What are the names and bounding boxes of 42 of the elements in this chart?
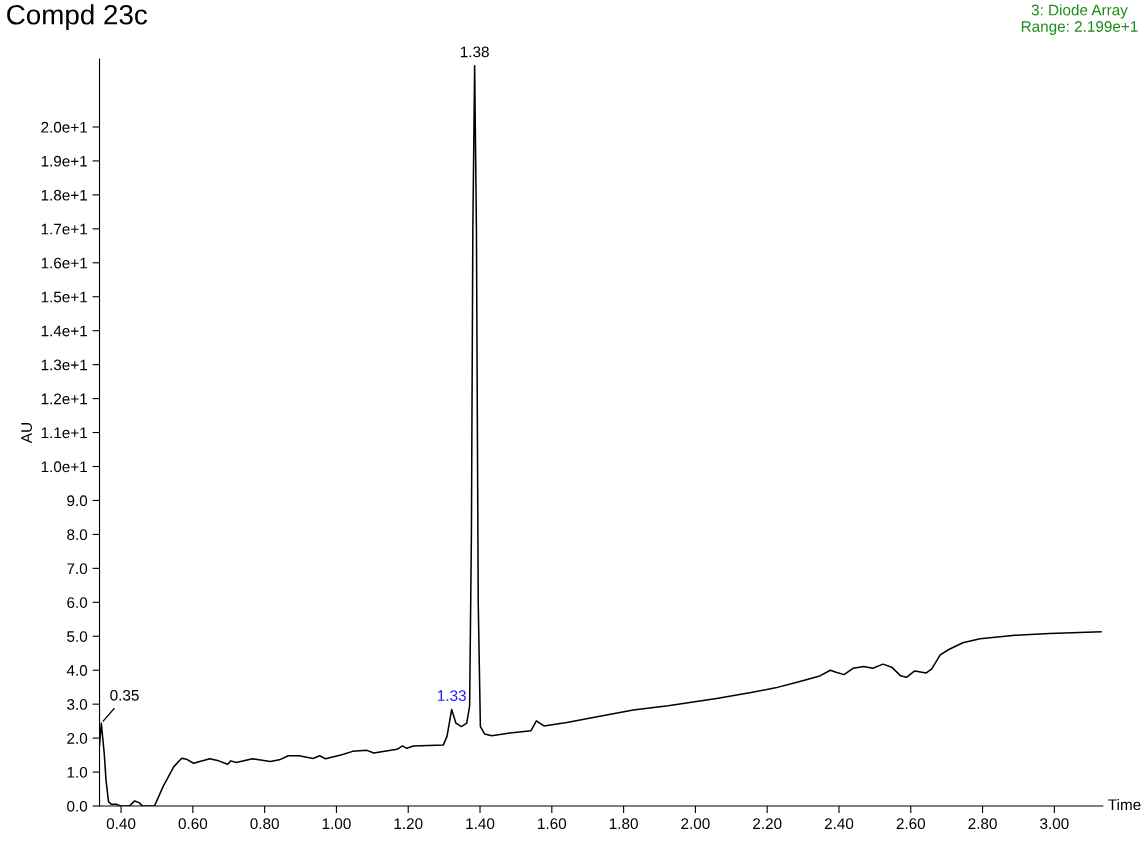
y-tick-label: 1.8e+1 (41, 189, 87, 201)
x-tick-label: 1.20 (394, 818, 423, 830)
chart-title: Compd 23c (7, 4, 148, 31)
y-tick-label: 1.3e+1 (41, 359, 87, 371)
x-tick-label: 0.80 (250, 818, 279, 830)
y-tick-label: 1.0e+1 (41, 461, 87, 473)
y-tick-label: 1.4e+1 (41, 325, 87, 337)
y-axis-title: AU (21, 423, 32, 444)
y-tick-label: 1.9e+1 (41, 155, 87, 167)
x-tick-label: 1.80 (609, 818, 638, 830)
y-tick-label: 1.2e+1 (41, 393, 87, 405)
x-tick-label: 2.20 (753, 818, 782, 830)
y-tick-label: 1.7e+1 (41, 223, 87, 235)
annotation: 1.33 (437, 690, 466, 702)
y-tick-label: 1.1e+1 (41, 427, 87, 439)
x-axis-title: Time (1108, 798, 1141, 811)
x-tick-label: 1.00 (322, 818, 351, 830)
y-tick-label: 2.0 (67, 732, 88, 744)
chart-subtitle: 3: Diode Array Range: 2.199e+1 (1021, 4, 1138, 35)
y-tick-label: 1.0 (67, 766, 88, 778)
y-tick-label: 3.0 (67, 699, 88, 710)
y-tick-label: 1.5e+1 (41, 291, 87, 303)
y-tick-label: 9.0 (67, 495, 88, 507)
y-tick-label: 7.0 (67, 563, 88, 575)
x-tick-label: 0.60 (178, 818, 208, 830)
annotation: 0.35 (110, 689, 139, 701)
x-tick-label: 1.60 (538, 818, 567, 830)
x-tick-label: 2.80 (968, 818, 997, 830)
annotation: 1.38 (460, 46, 489, 58)
x-tick-label: 3.00 (1040, 818, 1069, 830)
y-tick-label: 0.0 (67, 800, 88, 812)
y-tick-label: 8.0 (67, 529, 88, 541)
x-tick-label: 2.40 (824, 818, 854, 830)
y-tick-label: 4.0 (66, 665, 88, 676)
x-tick-label: 2.00 (681, 818, 710, 830)
x-tick-label: 1.40 (466, 818, 495, 830)
y-tick-label: 6.0 (67, 597, 88, 608)
y-tick-label: 1.6e+1 (41, 257, 87, 269)
x-tick-label: 2.60 (896, 818, 926, 830)
x-tick-label: 0.40 (106, 818, 136, 830)
y-tick-label: 5.0 (67, 631, 88, 642)
y-tick-label: 2.0e+1 (41, 121, 87, 133)
